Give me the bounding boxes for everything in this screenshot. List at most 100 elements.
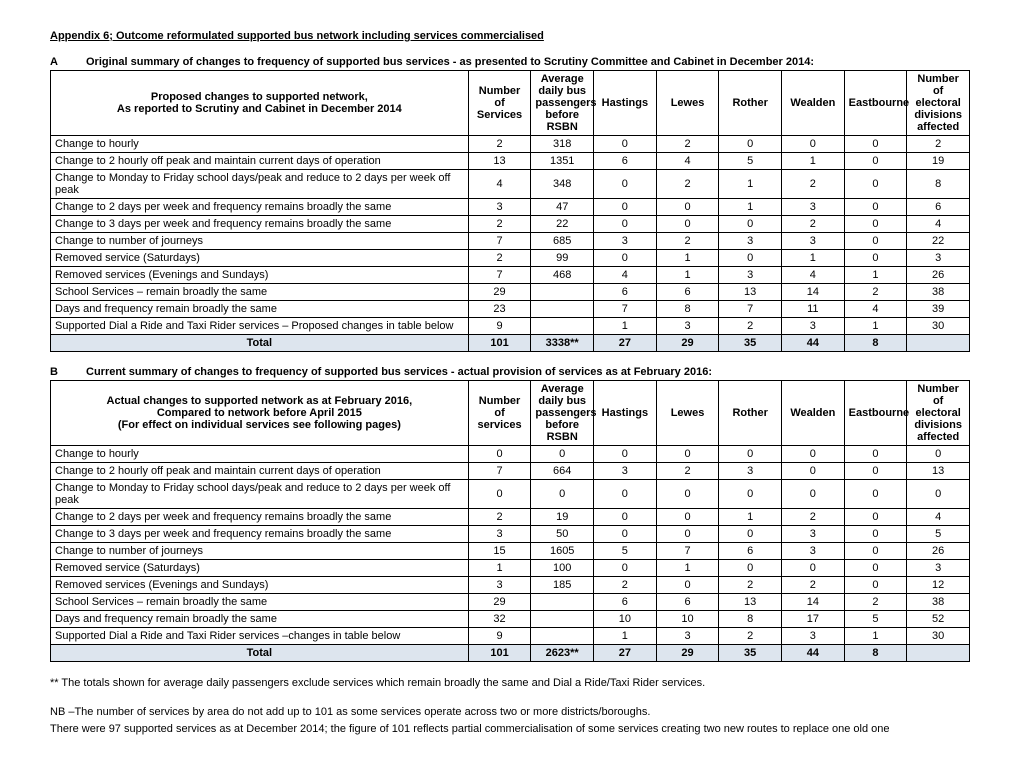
cell-services: 7 [468, 267, 531, 284]
cell-wealden: 3 [782, 233, 845, 250]
cell-lewes: 0 [656, 216, 719, 233]
total-label: Total [51, 335, 469, 352]
cell-pax: 664 [531, 463, 594, 480]
cell-hastings: 5 [594, 543, 657, 560]
table-row: Change to 3 days per week and frequency … [51, 216, 970, 233]
cell-eastbourne: 0 [844, 543, 907, 560]
cell-services: 0 [468, 446, 531, 463]
cell-eastbourne: 0 [844, 250, 907, 267]
table-row: Change to Monday to Friday school days/p… [51, 480, 970, 509]
table-row: Change to Monday to Friday school days/p… [51, 170, 970, 199]
cell-eastbourne: 2 [844, 594, 907, 611]
cell-services: 29 [468, 284, 531, 301]
cell-services: 3 [468, 577, 531, 594]
row-label: Change to Monday to Friday school days/p… [51, 170, 469, 199]
cell-services: 23 [468, 301, 531, 318]
cell-eastbourne: 1 [844, 267, 907, 284]
row-label: Removed service (Saturdays) [51, 250, 469, 267]
cell-eastbourne: 5 [844, 611, 907, 628]
table-row: Days and frequency remain broadly the sa… [51, 301, 970, 318]
cell-pax: 185 [531, 577, 594, 594]
cell-divisions: 30 [907, 628, 970, 645]
cell-rother: 0 [719, 250, 782, 267]
total-pax: 3338** [531, 335, 594, 352]
cell-pax: 1351 [531, 153, 594, 170]
cell-rother: 0 [719, 446, 782, 463]
total-divisions [907, 335, 970, 352]
cell-hastings: 3 [594, 233, 657, 250]
cell-hastings: 0 [594, 216, 657, 233]
cell-wealden: 0 [782, 463, 845, 480]
cell-wealden: 14 [782, 284, 845, 301]
col-header-pax: Average daily bus passengers before RSBN [531, 381, 594, 446]
cell-lewes: 2 [656, 170, 719, 199]
table-row: School Services – remain broadly the sam… [51, 284, 970, 301]
cell-lewes: 0 [656, 577, 719, 594]
cell-services: 7 [468, 463, 531, 480]
col-header-lewes: Lewes [656, 381, 719, 446]
cell-wealden: 3 [782, 199, 845, 216]
cell-services: 9 [468, 318, 531, 335]
cell-rother: 3 [719, 233, 782, 250]
cell-services: 29 [468, 594, 531, 611]
cell-hastings: 0 [594, 560, 657, 577]
section-b-letter: B [50, 366, 86, 378]
cell-hastings: 6 [594, 284, 657, 301]
row-label: Change to Monday to Friday school days/p… [51, 480, 469, 509]
cell-services: 4 [468, 170, 531, 199]
cell-rother: 3 [719, 463, 782, 480]
cell-hastings: 6 [594, 153, 657, 170]
row-label: Supported Dial a Ride and Taxi Rider ser… [51, 628, 469, 645]
cell-wealden: 0 [782, 446, 845, 463]
table-row: Removed service (Saturdays)1100010003 [51, 560, 970, 577]
col-header-desc: Proposed changes to supported network, A… [51, 71, 469, 136]
cell-lewes: 3 [656, 318, 719, 335]
cell-pax [531, 301, 594, 318]
footnote-star: ** The totals shown for average daily pa… [50, 676, 970, 691]
cell-eastbourne: 0 [844, 153, 907, 170]
cell-eastbourne: 0 [844, 577, 907, 594]
col-header-desc-line2: As reported to Scrutiny and Cabinet in D… [117, 103, 402, 115]
cell-lewes: 1 [656, 250, 719, 267]
appendix-title: Appendix 6; Outcome reformulated support… [50, 30, 970, 42]
col-header-desc-line1: Proposed changes to supported network, [151, 91, 368, 103]
cell-services: 2 [468, 509, 531, 526]
cell-hastings: 0 [594, 136, 657, 153]
table-a-header-row: Proposed changes to supported network, A… [51, 71, 970, 136]
cell-divisions: 6 [907, 199, 970, 216]
cell-lewes: 0 [656, 526, 719, 543]
cell-services: 2 [468, 136, 531, 153]
cell-rother: 3 [719, 267, 782, 284]
cell-hastings: 0 [594, 446, 657, 463]
cell-divisions: 2 [907, 136, 970, 153]
cell-rother: 1 [719, 170, 782, 199]
cell-eastbourne: 2 [844, 284, 907, 301]
cell-wealden: 1 [782, 153, 845, 170]
cell-hastings: 0 [594, 480, 657, 509]
cell-services: 0 [468, 480, 531, 509]
cell-pax: 100 [531, 560, 594, 577]
cell-divisions: 38 [907, 594, 970, 611]
section-a-heading: AOriginal summary of changes to frequenc… [50, 56, 970, 68]
cell-pax: 1605 [531, 543, 594, 560]
row-label: Removed services (Evenings and Sundays) [51, 577, 469, 594]
cell-rother: 0 [719, 136, 782, 153]
row-label: Change to 2 hourly off peak and maintain… [51, 463, 469, 480]
total-divisions [907, 645, 970, 662]
row-label: Change to 2 hourly off peak and maintain… [51, 153, 469, 170]
cell-divisions: 26 [907, 543, 970, 560]
cell-wealden: 4 [782, 267, 845, 284]
cell-wealden: 0 [782, 560, 845, 577]
cell-wealden: 3 [782, 318, 845, 335]
table-row: Change to 3 days per week and frequency … [51, 526, 970, 543]
cell-rother: 0 [719, 480, 782, 509]
col-header-wealden: Wealden [782, 381, 845, 446]
cell-lewes: 4 [656, 153, 719, 170]
cell-eastbourne: 4 [844, 301, 907, 318]
cell-eastbourne: 1 [844, 628, 907, 645]
col-header-hastings: Hastings [594, 71, 657, 136]
table-row: Change to 2 hourly off peak and maintain… [51, 463, 970, 480]
cell-lewes: 2 [656, 463, 719, 480]
col-header-hastings: Hastings [594, 381, 657, 446]
total-wealden: 44 [782, 645, 845, 662]
